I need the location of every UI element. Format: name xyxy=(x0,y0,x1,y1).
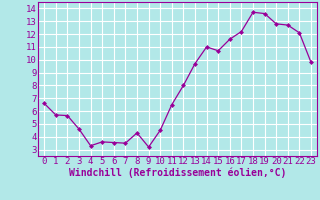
X-axis label: Windchill (Refroidissement éolien,°C): Windchill (Refroidissement éolien,°C) xyxy=(69,168,286,178)
